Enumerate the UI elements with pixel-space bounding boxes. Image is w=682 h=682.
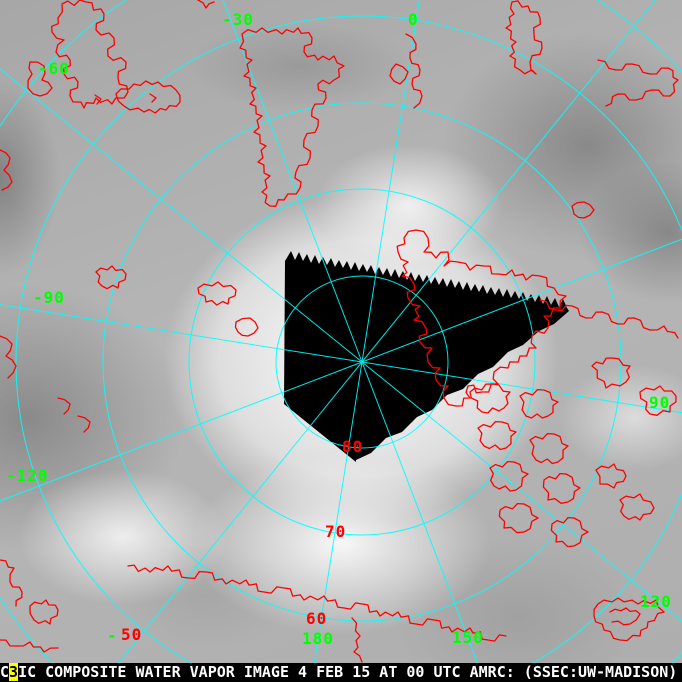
coastline-path bbox=[639, 385, 677, 416]
coastline-path bbox=[351, 617, 363, 663]
latitude-circle bbox=[15, 15, 682, 663]
coastline-path bbox=[239, 27, 345, 207]
status-text-post: IC COMPOSITE WATER VAPOR IMAGE 4 FEB 15 … bbox=[18, 663, 678, 681]
coastline-path bbox=[95, 265, 127, 290]
coastline-path bbox=[571, 201, 595, 219]
coastline-path bbox=[51, 0, 129, 109]
coastline-path bbox=[389, 63, 409, 85]
water-vapor-map: -30 0 -60 -90 -120 - 180 150 120 90 80 70 60 50 bbox=[0, 0, 682, 663]
coastline-path bbox=[619, 493, 655, 521]
coastlines-layer bbox=[0, 0, 679, 663]
longitude-label: 180 bbox=[302, 629, 334, 648]
meridian-line bbox=[361, 238, 682, 363]
longitude-label: -60 bbox=[38, 59, 70, 78]
coastline-path bbox=[539, 299, 679, 339]
latitude-label: 70 bbox=[325, 522, 347, 541]
missing-data-region bbox=[284, 251, 569, 462]
coastline-path bbox=[115, 80, 181, 114]
meridian-line bbox=[313, 361, 363, 663]
meridian-line bbox=[361, 361, 682, 622]
coastline-path bbox=[477, 420, 517, 451]
coastline-path bbox=[609, 607, 641, 626]
map-overlay bbox=[0, 0, 682, 663]
coastline-path bbox=[0, 559, 23, 607]
coastline-path bbox=[542, 472, 581, 504]
coastline-path bbox=[593, 597, 665, 642]
coastline-path bbox=[489, 460, 529, 492]
meridian-line bbox=[0, 304, 363, 363]
latlon-grid bbox=[0, 0, 682, 663]
coastline-path bbox=[469, 383, 511, 414]
coastline-path bbox=[57, 397, 71, 415]
coastline-path bbox=[595, 463, 627, 489]
latitude-label: 80 bbox=[342, 437, 364, 456]
longitude-label: 0 bbox=[408, 10, 419, 29]
coastline-path bbox=[27, 61, 53, 97]
meridian-line bbox=[0, 68, 363, 363]
coastline-path bbox=[94, 94, 102, 105]
latitude-circle bbox=[188, 188, 536, 536]
coastline-path bbox=[0, 639, 59, 653]
coastline-path bbox=[550, 516, 589, 548]
longitude-label: -120 bbox=[6, 466, 49, 485]
longitude-label: - bbox=[107, 626, 118, 645]
latitude-circle bbox=[275, 275, 449, 449]
meridian-line bbox=[117, 361, 363, 663]
coastline-path bbox=[127, 564, 507, 642]
latitude-label: 50 bbox=[121, 625, 143, 644]
coastline-path bbox=[0, 335, 17, 379]
coastline-path bbox=[529, 432, 569, 465]
coastline-path bbox=[197, 281, 237, 306]
meridian-line bbox=[0, 361, 363, 502]
coastline-path bbox=[519, 388, 559, 419]
coastline-path bbox=[591, 357, 631, 389]
meridian-line bbox=[361, 361, 682, 414]
meridian-line bbox=[222, 0, 363, 363]
coastline-path bbox=[405, 33, 423, 109]
longitude-label: 90 bbox=[649, 393, 671, 412]
meridian-line bbox=[361, 0, 656, 363]
coastline-path bbox=[597, 59, 679, 107]
status-text-pre: C bbox=[0, 663, 10, 681]
longitude-label: 150 bbox=[452, 628, 484, 647]
latitude-label: 60 bbox=[306, 609, 328, 628]
coastline-path bbox=[29, 599, 59, 625]
coastline-path bbox=[498, 502, 539, 534]
command-status-bar[interactable]: C3IC COMPOSITE WATER VAPOR IMAGE 4 FEB 1… bbox=[0, 663, 682, 682]
meridian-line bbox=[361, 0, 420, 363]
text-cursor[interactable]: 3 bbox=[9, 663, 19, 681]
coastline-path bbox=[197, 0, 215, 9]
coastline-path bbox=[234, 317, 259, 337]
coastline-path bbox=[0, 149, 13, 191]
meridian-line bbox=[361, 361, 479, 663]
coastline-path bbox=[396, 229, 567, 407]
longitude-label: -90 bbox=[33, 288, 65, 307]
coastline-path bbox=[149, 93, 157, 103]
coastline-path bbox=[505, 0, 543, 75]
coastline-path bbox=[77, 415, 91, 433]
longitude-label: -30 bbox=[222, 10, 254, 29]
longitude-label: 120 bbox=[640, 592, 672, 611]
